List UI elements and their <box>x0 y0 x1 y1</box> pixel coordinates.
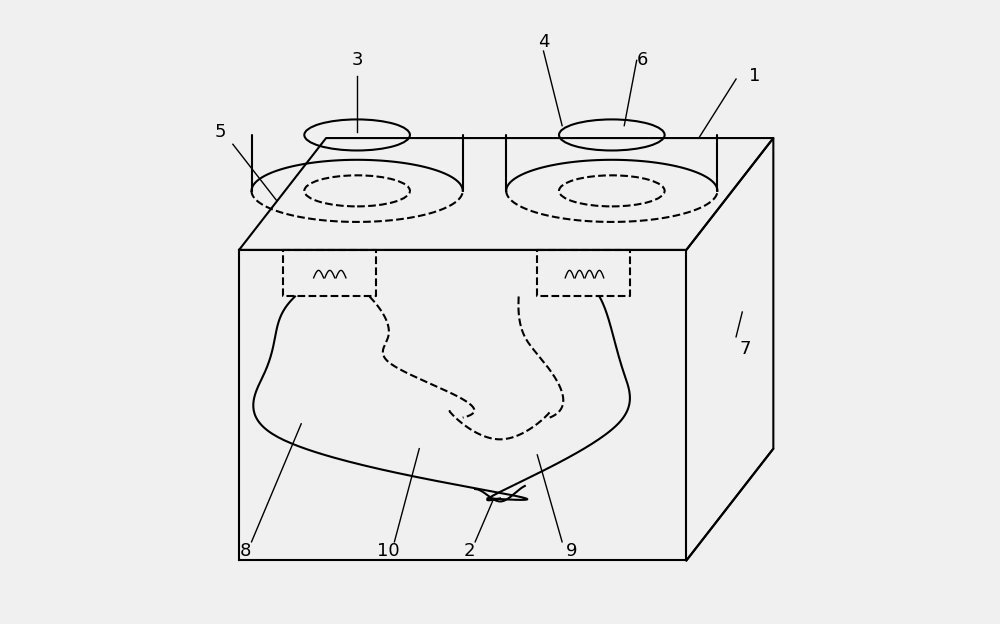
Text: 3: 3 <box>351 51 363 69</box>
Text: 9: 9 <box>566 542 577 560</box>
Text: 7: 7 <box>740 340 751 358</box>
Text: 10: 10 <box>377 542 399 560</box>
Text: 2: 2 <box>463 542 475 560</box>
Text: 8: 8 <box>240 542 251 560</box>
Text: 4: 4 <box>538 33 549 51</box>
Text: 1: 1 <box>749 67 760 85</box>
Text: 6: 6 <box>637 51 649 69</box>
Text: 5: 5 <box>215 123 226 141</box>
